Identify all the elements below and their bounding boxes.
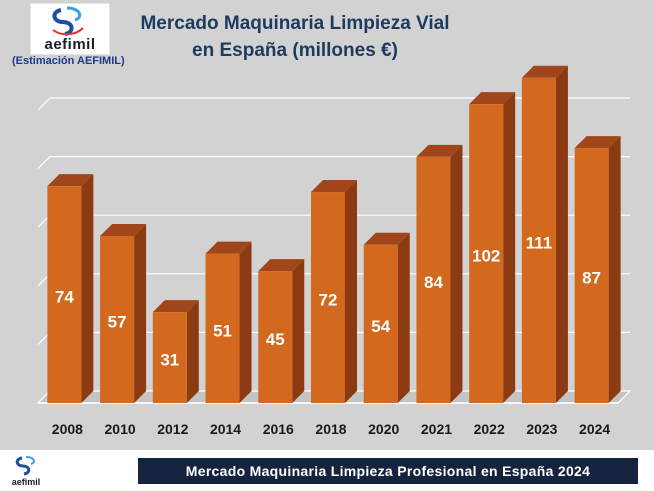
bar-side (345, 180, 357, 403)
bar-top (311, 180, 357, 193)
x-tick-label: 2023 (526, 421, 557, 437)
bar-side (503, 92, 516, 403)
bar-top (100, 223, 147, 236)
bar-top (152, 300, 199, 313)
bar-side (81, 174, 94, 403)
x-tick-label: 2016 (263, 421, 294, 437)
data-label: 87 (582, 269, 601, 288)
logo-emblem-icon (52, 6, 84, 36)
data-label: 74 (55, 288, 74, 307)
gridline-diag (37, 97, 51, 111)
bar-side (608, 136, 621, 403)
x-tick-label: 2022 (474, 421, 505, 437)
bar (47, 186, 82, 403)
footer-logo-text: aefimil (11, 477, 41, 487)
bar (469, 104, 504, 403)
gridline-diag (37, 156, 51, 170)
bar (363, 244, 398, 403)
data-label: 57 (108, 312, 127, 331)
aefimil-logo: aefimil (30, 3, 110, 55)
estimation-note: (Estimación AEFIMIL) (12, 55, 125, 67)
bar-side (555, 65, 568, 404)
footer-logo: aefimil (6, 455, 46, 489)
bar-side (292, 259, 305, 403)
bar (258, 271, 293, 403)
data-label: 54 (371, 317, 390, 336)
bar-top (363, 232, 410, 245)
bar-side (450, 144, 463, 403)
data-label: 45 (266, 330, 285, 349)
bar-top (416, 144, 463, 157)
bar (521, 77, 556, 404)
logo-text: aefimil (44, 36, 96, 53)
data-label: 31 (160, 351, 179, 370)
x-tick-label: 2020 (368, 421, 399, 437)
x-tick-label: 2010 (105, 421, 136, 437)
bar-top (521, 65, 568, 78)
x-tick-label: 2021 (421, 421, 452, 437)
chart-title-line2: en España (millones €) (192, 40, 398, 61)
bar-top (205, 241, 252, 254)
x-tick-label: 2018 (315, 421, 346, 437)
x-tick-label: 2012 (157, 421, 188, 437)
x-tick-label: 2008 (52, 421, 83, 437)
bar-top (574, 136, 621, 149)
bar-side (134, 223, 147, 403)
bar (416, 156, 451, 403)
bar-side (186, 300, 199, 403)
data-label: 84 (424, 273, 443, 292)
data-label: 72 (319, 291, 338, 310)
data-label: 111 (526, 233, 553, 252)
bar (152, 312, 187, 403)
data-label: 51 (213, 321, 232, 340)
bar-chart: 74 2008 57 2010 31 2012 51 2014 45 2016 72 2018 54 20… (36, 65, 632, 437)
chart-title: Mercado Maquinaria Limpieza Vial en Espa… (100, 10, 490, 64)
footer-banner: Mercado Maquinaria Limpieza Profesional … (138, 458, 638, 484)
bar-top (258, 259, 305, 272)
bar-top (469, 92, 516, 105)
bar (311, 192, 345, 403)
footer-logo-icon (15, 456, 35, 476)
bar-top (47, 174, 94, 187)
bar-side (239, 241, 252, 403)
x-tick-label: 2024 (579, 421, 610, 437)
bar (574, 148, 609, 403)
bar (205, 253, 240, 403)
bar (100, 235, 135, 403)
chart-title-line1: Mercado Maquinaria Limpieza Vial (140, 13, 450, 34)
bar-side (397, 232, 410, 403)
data-label: 102 (472, 247, 500, 266)
x-tick-label: 2014 (210, 421, 241, 437)
